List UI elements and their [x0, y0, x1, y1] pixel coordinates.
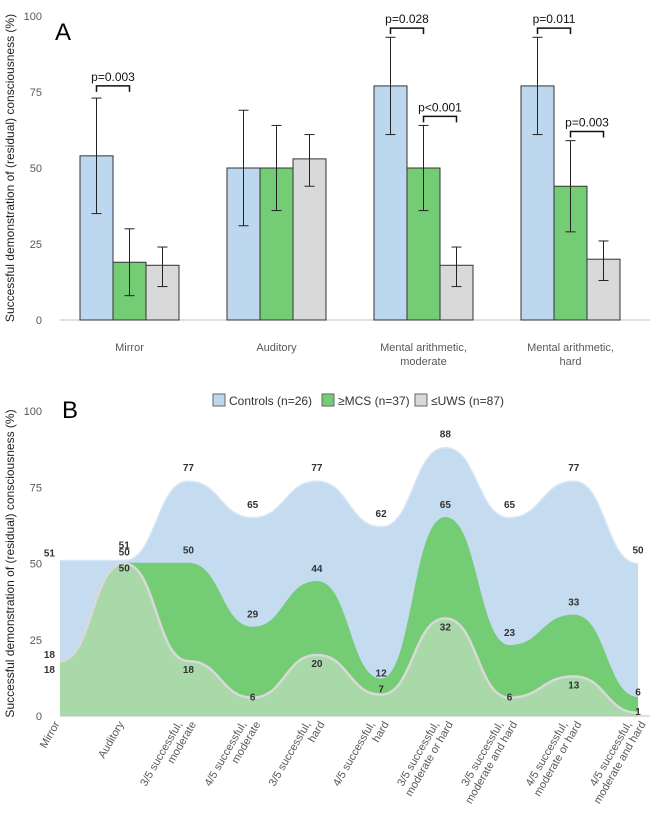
panel-letter: B	[62, 397, 78, 424]
p-value-label: p<0.001	[418, 100, 462, 114]
data-label: 65	[504, 500, 516, 511]
x-category-label: moderate	[400, 356, 446, 368]
series-line	[59, 516, 639, 699]
data-label: 50	[119, 548, 131, 559]
data-label: 50	[183, 546, 195, 557]
x-category-label: Mirror	[115, 342, 144, 354]
series-line	[60, 446, 639, 565]
significance-bracket	[389, 27, 425, 35]
panel-letter: A	[55, 19, 71, 46]
x-category-label: Mental arithmetic,	[527, 342, 614, 354]
y-axis-title: Successful demonstration of (residual) c…	[3, 409, 17, 717]
x-category-label: 4/5 successful,	[331, 720, 378, 789]
legend-swatch	[414, 393, 428, 407]
data-label: 6	[507, 693, 513, 704]
data-label: 51	[119, 540, 131, 551]
p-value-label: p=0.003	[91, 70, 135, 84]
legend-swatch	[321, 393, 335, 407]
data-label: 18	[44, 665, 56, 676]
data-label: 50	[119, 564, 131, 575]
data-label: 77	[311, 463, 323, 474]
data-label: 77	[568, 463, 580, 474]
p-value-label: p=0.028	[385, 12, 429, 26]
series-area	[60, 563, 638, 716]
data-label: 33	[568, 597, 580, 608]
y-tick-label: 0	[36, 711, 42, 723]
legend-label: ≥MCS (n=37)	[338, 394, 410, 408]
data-label: 6	[250, 693, 256, 704]
y-tick-label: 100	[24, 11, 42, 23]
significance-bracket	[536, 27, 572, 35]
data-label: 1	[635, 707, 641, 718]
data-label: 32	[440, 622, 452, 633]
legend-label: ≤UWS (n=87)	[431, 394, 504, 408]
data-label: 44	[311, 564, 323, 575]
data-label: 6	[635, 688, 641, 699]
data-label: 18	[183, 665, 195, 676]
y-tick-label: 50	[30, 559, 42, 571]
data-label: 18	[44, 650, 56, 661]
data-label: 29	[247, 610, 259, 621]
panel-a-bar-chart: 0 25 50 75 100 Mirror Auditory Mental arithmeti…	[3, 11, 650, 368]
series-line	[59, 562, 639, 715]
x-category-label: Auditory	[96, 719, 127, 760]
x-category-label: Mental arithmetic,	[380, 342, 467, 354]
data-label: 7	[378, 685, 384, 696]
data-label: 51	[44, 548, 56, 559]
data-label: 20	[311, 659, 323, 670]
y-tick-label: 0	[36, 315, 42, 327]
panel-b-area-chart: 0 25 50 75 100 51 51 77 65 77 62 88 65 77 50 18 50 50 29 44…	[3, 397, 650, 806]
p-value-label: p=0.003	[565, 116, 609, 130]
y-axis-title: Successful demonstration of (residual) c…	[3, 14, 17, 322]
significance-bracket	[95, 85, 131, 92]
legend-label: Controls (n=26)	[229, 394, 312, 408]
x-category-label: Auditory	[256, 342, 297, 354]
y-tick-label: 25	[30, 635, 42, 647]
data-label: 88	[440, 430, 452, 441]
y-tick-label: 25	[30, 239, 42, 251]
data-label: 65	[440, 500, 452, 511]
data-label: 13	[568, 680, 580, 691]
y-tick-label: 75	[30, 87, 42, 99]
significance-bracket	[569, 130, 605, 138]
data-label: 50	[632, 546, 644, 557]
data-label: 62	[376, 509, 388, 520]
x-category-label: Mirror	[38, 719, 63, 750]
data-label: 23	[504, 628, 516, 639]
data-label: 65	[247, 500, 259, 511]
legend-swatch	[212, 393, 226, 407]
x-category-label: 3/5 successful,	[267, 720, 314, 789]
data-label: 12	[376, 668, 388, 679]
data-label: 77	[183, 463, 195, 474]
y-tick-label: 75	[30, 482, 42, 494]
p-value-label: p=0.011	[533, 12, 576, 26]
y-tick-label: 50	[30, 163, 42, 175]
legend: Controls (n=26) ≥MCS (n=37) ≤UWS (n=87)	[212, 393, 504, 408]
x-category-label: hard	[559, 356, 581, 368]
y-tick-label: 100	[24, 406, 42, 418]
significance-bracket	[422, 115, 458, 123]
